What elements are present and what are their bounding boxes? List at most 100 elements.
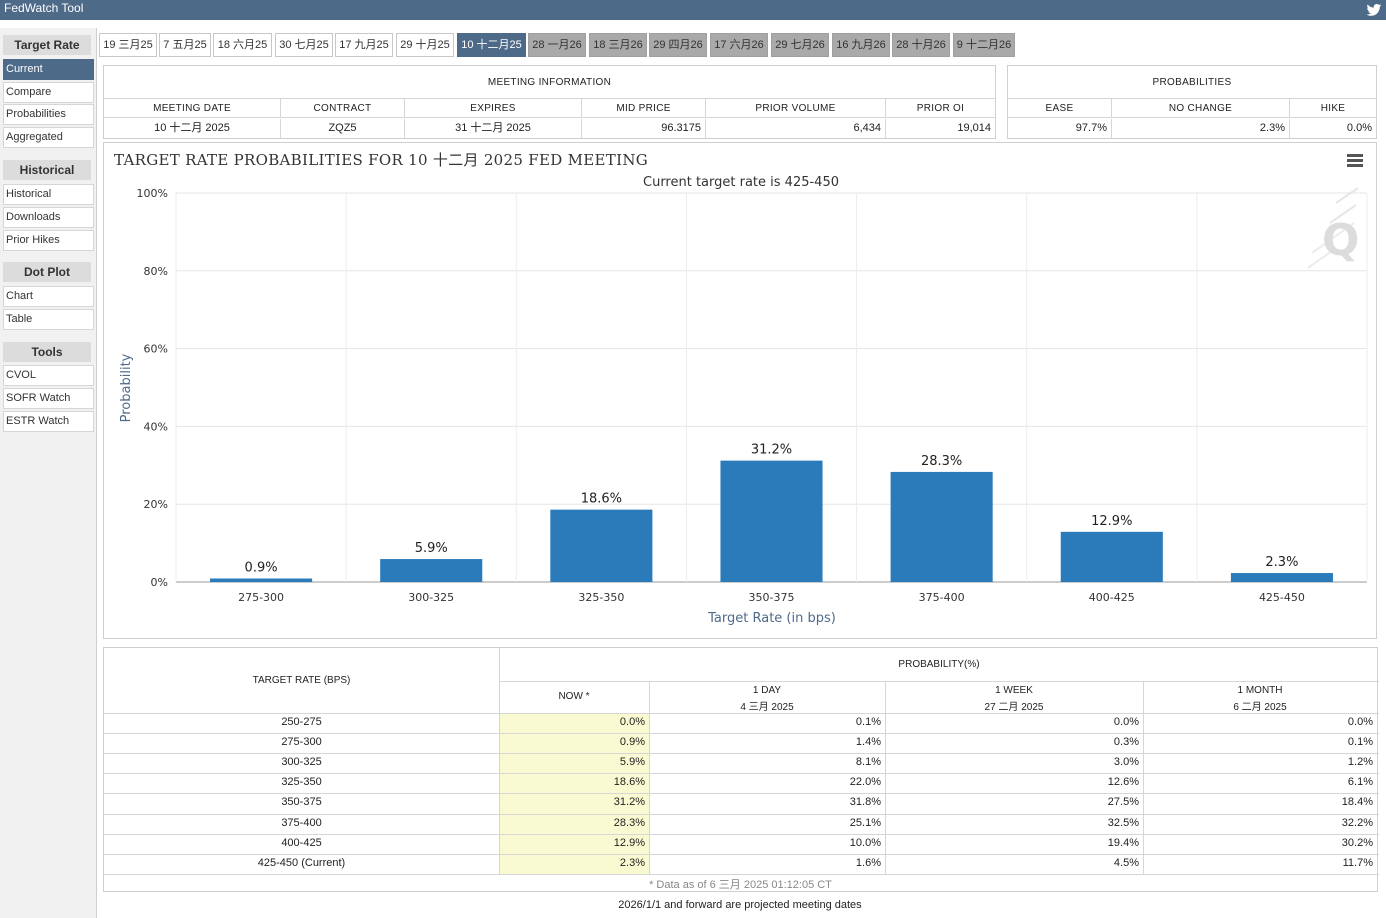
sidebar-item-current[interactable]: Current [3,59,94,80]
bar-275-300[interactable] [210,578,313,582]
header-now: NOW * [558,691,590,702]
sidebar-item-downloads[interactable]: Downloads [3,207,94,228]
table-divider [104,874,1379,875]
sidebar-divider [96,28,97,918]
data-timestamp-footnote: * Data as of 6 三月 2025 01:12:05 CT [649,879,832,891]
sidebar-item-historical[interactable]: Historical [3,184,94,205]
probability-cell: 11.7% [1342,856,1373,869]
sidebar-item-compare[interactable]: Compare [3,82,94,103]
tab-meeting[interactable]: 29 十月25 [396,33,454,57]
probability-cell: 0.0% [619,716,645,728]
bar-300-325[interactable] [380,559,483,582]
probability-cell: 6.1% [1347,776,1373,789]
sidebar-item-table[interactable]: Table [3,309,94,330]
target-rate-cell: 275-300 [281,736,322,749]
probability-cell: 0.1% [1347,736,1373,749]
probability-cell: 2.3% [619,856,645,869]
sidebar-item-probabilities[interactable]: Probabilities [3,104,94,125]
probability-cell: 0.0% [1347,716,1373,728]
app-title: FedWatch Tool [4,1,84,15]
sidebar-heading-historical: Historical [3,160,91,180]
probabilities-title: PROBABILITIES [1008,66,1376,99]
probability-cell: 3.0% [1113,756,1139,769]
sidebar-item-cvol[interactable]: CVOL [3,365,94,386]
target-rate-cell: 300-325 [281,756,322,769]
sidebar-item-chart[interactable]: Chart [3,286,94,307]
meeting-date-value: 10 十二月 2025 [104,119,281,138]
contract-value: ZQZ5 [281,119,405,138]
bar-425-450[interactable] [1230,573,1333,582]
sidebar-item-prior-hikes[interactable]: Prior Hikes [3,230,94,251]
table-divider [104,713,1379,714]
y-tick-label: 60% [144,343,168,356]
probability-cell: 0.9% [619,736,645,749]
probability-cell: 8.1% [855,756,881,769]
header-mid-price: MID PRICE [582,99,706,118]
sidebar-item-sofr-watch[interactable]: SOFR Watch [3,388,94,409]
header-hike: HIKE [1320,103,1346,114]
row-divider [104,773,1379,775]
bar-375-400[interactable] [890,471,993,582]
chart-title: TARGET RATE PROBABILITIES FOR 10 十二月 202… [114,151,649,169]
probability-cell: 12.9% [613,836,645,849]
probability-cell: 0.1% [855,716,881,728]
sidebar-item-estr-watch[interactable]: ESTR Watch [3,411,94,432]
probability-table: TARGET RATE (BPS) PROBABILITY(%) NOW * 1… [103,647,1379,892]
y-tick-label: 20% [144,498,168,511]
bar-325-350[interactable] [550,509,653,582]
twitter-icon[interactable] [1366,2,1382,18]
x-tick-label: 425-450 [1259,591,1305,604]
tab-meeting[interactable]: 28 一月26 [528,33,586,57]
probability-cell: 5.9% [619,756,645,769]
x-tick-label: 375-400 [919,591,965,604]
tab-meeting[interactable]: 19 三月25 [99,33,157,57]
probability-cell: 28.3% [613,816,645,829]
bar-400-425[interactable] [1060,531,1163,582]
tab-meeting[interactable]: 17 六月26 [710,33,768,57]
y-axis-label: Probability [119,353,134,422]
x-tick-label: 275-300 [238,591,284,604]
tab-meeting[interactable]: 18 六月25 [213,33,272,57]
tab-meeting[interactable]: 17 九月25 [335,33,393,57]
tab-meeting[interactable]: 29 七月26 [771,33,829,57]
tab-meeting[interactable]: 7 五月25 [159,33,211,57]
sidebar-heading-dot-plot: Dot Plot [3,262,91,282]
data-label: 18.6% [581,492,622,507]
probability-cell: 19.4% [1107,836,1139,849]
y-tick-label: 100% [137,187,168,200]
probabilities-header-row: EASE NO CHANGE HIKE [1008,99,1376,118]
probabilities-box: PROBABILITIES EASE NO CHANGE HIKE 97.7% … [1007,65,1377,139]
bar-350-375[interactable] [720,460,823,582]
tab-meeting[interactable]: 29 四月26 [649,33,707,57]
meeting-information-title: MEETING INFORMATION [104,66,995,99]
probability-cell: 0.3% [1113,736,1139,749]
data-label: 28.3% [921,454,962,469]
tab-meeting[interactable]: 30 七月25 [275,33,333,57]
header-1-week-date: 27 二月 2025 [984,702,1044,713]
header-prior-oi: PRIOR OI [916,103,965,114]
ease-value: 97.7% [1008,119,1112,138]
top-bar: FedWatch Tool [0,0,1386,20]
tab-meeting[interactable]: 9 十二月26 [953,33,1015,57]
projected-dates-note: 2026/1/1 and forward are projected meeti… [618,899,862,911]
tab-meeting[interactable]: 28 十月26 [892,33,950,57]
tab-meeting-active[interactable]: 10 十二月25 [457,33,526,57]
probability-cell: 30.2% [1341,836,1373,849]
probability-cell: 32.2% [1341,816,1373,829]
chart-subtitle: Current target rate is 425-450 [643,175,839,190]
sidebar-heading-tools: Tools [3,342,91,362]
probability-cell: 4.5% [1113,856,1139,869]
sidebar-item-aggregated[interactable]: Aggregated [3,127,94,148]
probability-cell: 18.6% [613,776,645,789]
menu-icon[interactable] [1347,154,1363,168]
row-divider [104,813,1379,815]
expires-value: 31 十二月 2025 [405,119,582,138]
header-1-month-date: 6 二月 2025 [1233,702,1287,713]
probability-cell: 32.5% [1107,816,1139,829]
x-tick-label: 325-350 [578,591,624,604]
header-ease: EASE [1008,99,1112,118]
bar-chart: Q 0.9% 5.9% 18.6% 31.2% 28.3% 12.9% 2.3% 0% 20%… [119,187,1368,626]
tab-meeting[interactable]: 16 九月26 [832,33,890,57]
tab-meeting[interactable]: 18 三月26 [589,33,647,57]
probability-cell: 12.6% [1107,776,1139,789]
